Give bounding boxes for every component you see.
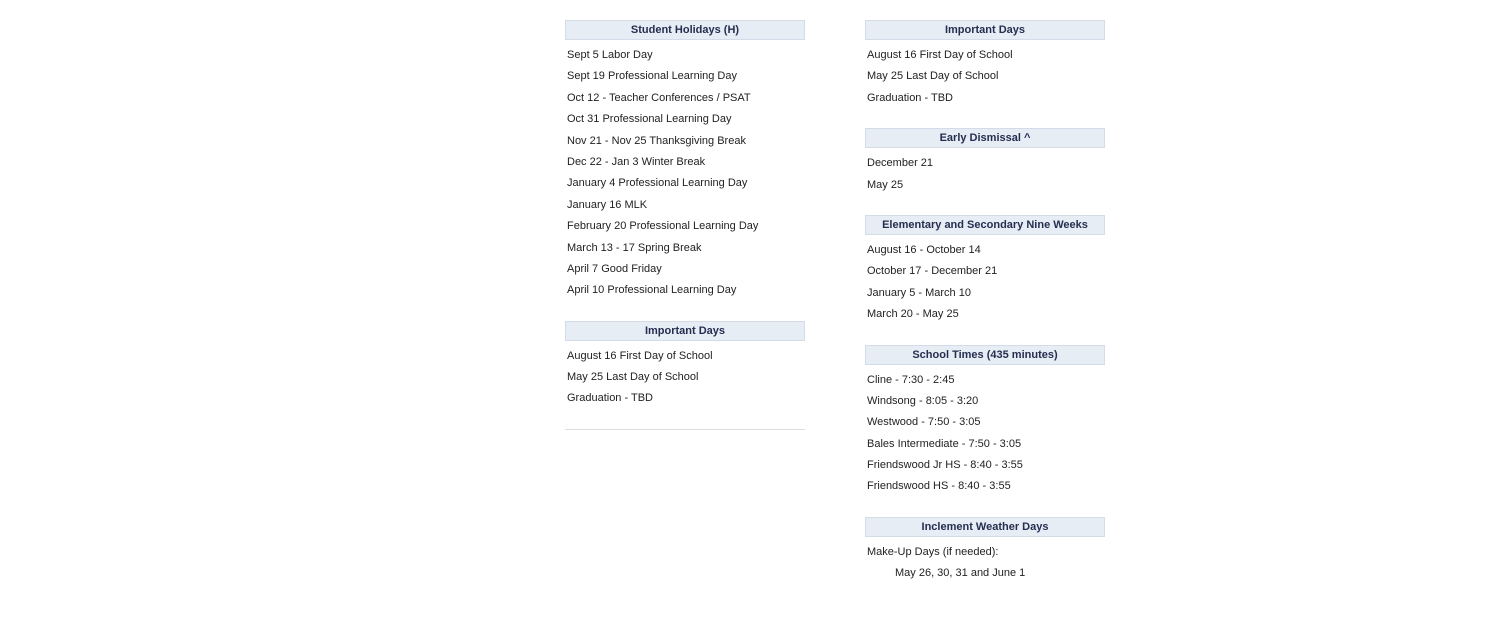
student-holidays-section: Student Holidays (H) Sept 5 Labor Day Se… (565, 20, 805, 303)
school-times-item: Bales Intermediate - 7:50 - 3:05 (865, 435, 1105, 456)
early-item: May 25 (865, 176, 1105, 197)
important-item: August 16 First Day of School (565, 347, 805, 368)
important-days-header: Important Days (865, 20, 1105, 40)
inclement-weather-header: Inclement Weather Days (865, 517, 1105, 537)
nine-weeks-item: August 16 - October 14 (865, 241, 1105, 262)
holiday-item: Dec 22 - Jan 3 Winter Break (565, 153, 805, 174)
student-holidays-header: Student Holidays (H) (565, 20, 805, 40)
important-days-header: Important Days (565, 321, 805, 341)
left-column: Student Holidays (H) Sept 5 Labor Day Se… (565, 20, 805, 604)
important-item: Graduation - TBD (565, 389, 805, 410)
important-days-section-right: Important Days August 16 First Day of Sc… (865, 20, 1105, 110)
holiday-item: Sept 5 Labor Day (565, 46, 805, 67)
holiday-item: February 20 Professional Learning Day (565, 217, 805, 238)
inclement-item: Make-Up Days (if needed): (865, 543, 1105, 564)
holiday-item: Sept 19 Professional Learning Day (565, 67, 805, 88)
inclement-weather-section: Inclement Weather Days Make-Up Days (if … (865, 517, 1105, 586)
school-times-item: Friendswood HS - 8:40 - 3:55 (865, 477, 1105, 498)
school-times-item: Westwood - 7:50 - 3:05 (865, 413, 1105, 434)
nine-weeks-item: October 17 - December 21 (865, 262, 1105, 283)
early-dismissal-header: Early Dismissal ^ (865, 128, 1105, 148)
holiday-item: January 4 Professional Learning Day (565, 174, 805, 195)
important-item: August 16 First Day of School (865, 46, 1105, 67)
holiday-item: April 10 Professional Learning Day (565, 281, 805, 302)
important-item: May 25 Last Day of School (565, 368, 805, 389)
school-times-item: Windsong - 8:05 - 3:20 (865, 392, 1105, 413)
calendar-notes: Student Holidays (H) Sept 5 Labor Day Se… (0, 0, 1493, 624)
nine-weeks-header: Elementary and Secondary Nine Weeks (865, 215, 1105, 235)
nine-weeks-item: January 5 - March 10 (865, 284, 1105, 305)
inclement-item: May 26, 30, 31 and June 1 (865, 564, 1105, 585)
early-item: December 21 (865, 154, 1105, 175)
important-item: May 25 Last Day of School (865, 67, 1105, 88)
important-days-section-left: Important Days August 16 First Day of Sc… (565, 321, 805, 411)
right-column: Important Days August 16 First Day of Sc… (865, 20, 1105, 604)
holiday-item: Nov 21 - Nov 25 Thanksgiving Break (565, 132, 805, 153)
holiday-item: January 16 MLK (565, 196, 805, 217)
early-dismissal-section: Early Dismissal ^ December 21 May 25 (865, 128, 1105, 197)
holiday-item: Oct 12 - Teacher Conferences / PSAT (565, 89, 805, 110)
nine-weeks-item: March 20 - May 25 (865, 305, 1105, 326)
school-times-item: Cline - 7:30 - 2:45 (865, 371, 1105, 392)
school-times-item: Friendswood Jr HS - 8:40 - 3:55 (865, 456, 1105, 477)
holiday-item: Oct 31 Professional Learning Day (565, 110, 805, 131)
important-item: Graduation - TBD (865, 89, 1105, 110)
school-times-section: School Times (435 minutes) Cline - 7:30 … (865, 345, 1105, 499)
holiday-item: March 13 - 17 Spring Break (565, 239, 805, 260)
nine-weeks-section: Elementary and Secondary Nine Weeks Augu… (865, 215, 1105, 327)
school-times-header: School Times (435 minutes) (865, 345, 1105, 365)
column-divider (565, 429, 805, 430)
holiday-item: April 7 Good Friday (565, 260, 805, 281)
